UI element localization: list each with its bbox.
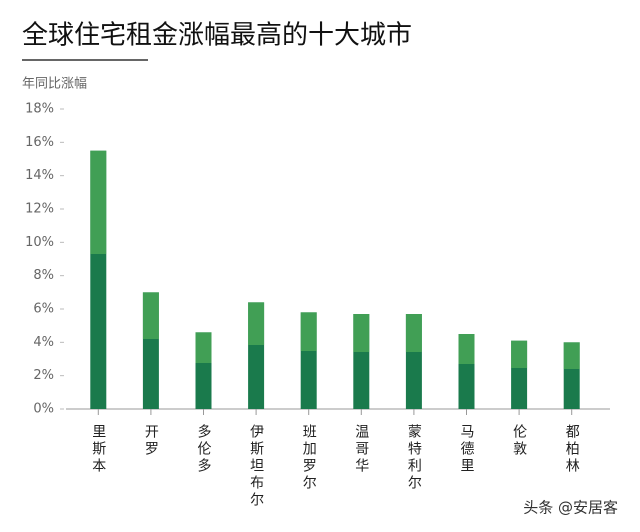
watermark: 头条 @安居客 bbox=[523, 499, 618, 517]
bar-highlight bbox=[511, 340, 528, 368]
x-tick-label: 伊斯坦布尔 bbox=[248, 424, 264, 509]
x-tick-label: 开罗 bbox=[143, 424, 159, 458]
y-tick-label: 6% bbox=[33, 302, 54, 317]
building bbox=[90, 150, 107, 409]
y-axis-label: 年同比涨幅 bbox=[22, 77, 87, 92]
bar-highlight bbox=[142, 292, 159, 339]
x-tick-label: 伦敦 bbox=[511, 424, 527, 458]
x-tick-label: 蒙特利尔 bbox=[406, 424, 422, 492]
building bbox=[300, 312, 317, 409]
bar-highlight bbox=[300, 312, 317, 351]
bar-highlight bbox=[563, 342, 580, 369]
x-tick-label: 温哥华 bbox=[353, 424, 369, 475]
y-tick-label: 8% bbox=[33, 268, 54, 283]
y-tick-label: 4% bbox=[33, 335, 54, 350]
building bbox=[248, 302, 265, 409]
x-tick-label: 都柏林 bbox=[564, 424, 580, 475]
y-tick-label: 0% bbox=[33, 402, 54, 417]
x-tick-label: 班加罗尔 bbox=[301, 424, 317, 492]
x-tick-label: 里斯本 bbox=[90, 424, 106, 475]
y-tick-label: 2% bbox=[33, 368, 54, 383]
y-tick-label: 16% bbox=[25, 135, 54, 150]
building bbox=[195, 332, 212, 409]
y-tick-label: 14% bbox=[25, 168, 54, 183]
building bbox=[511, 340, 528, 409]
building bbox=[563, 342, 580, 409]
bar-highlight bbox=[353, 314, 370, 352]
building bbox=[142, 292, 159, 409]
y-tick-label: 12% bbox=[25, 202, 54, 217]
building bbox=[458, 334, 475, 409]
bar-highlight bbox=[405, 314, 422, 352]
chart-title: 全球住宅租金涨幅最高的十大城市 bbox=[22, 21, 412, 51]
building bbox=[405, 314, 422, 409]
x-tick-label: 多伦多 bbox=[196, 423, 212, 475]
bar-highlight bbox=[195, 332, 212, 363]
y-tick-label: 10% bbox=[25, 235, 54, 250]
y-tick-label: 18% bbox=[25, 102, 54, 117]
building bbox=[353, 314, 370, 409]
bar-highlight bbox=[90, 150, 107, 254]
bar-highlight bbox=[458, 334, 475, 364]
x-tick-label: 马德里 bbox=[459, 424, 475, 475]
bar-highlight bbox=[248, 302, 265, 345]
